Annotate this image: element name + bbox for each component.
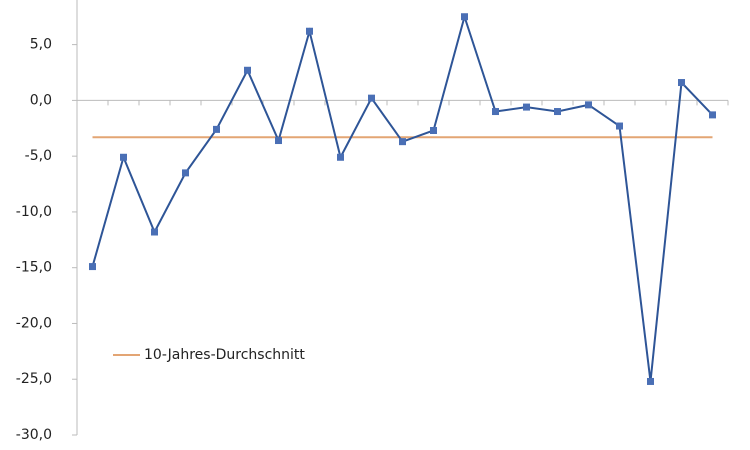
y-tick-label: -25,0 [16, 371, 52, 387]
series-line [91, 13, 714, 382]
data-point [647, 377, 654, 385]
data-point [120, 153, 127, 161]
data-point [430, 127, 437, 134]
data-point [337, 153, 344, 161]
data-point [461, 13, 468, 21]
data-point [616, 122, 623, 130]
data-point [306, 27, 313, 35]
data-point [182, 169, 189, 177]
y-tick-label: -10,0 [16, 204, 52, 220]
data-point [399, 138, 406, 146]
y-tick-label: -15,0 [16, 260, 52, 276]
y-tick-label: -5,0 [25, 148, 52, 164]
data-point [585, 101, 592, 109]
legend-label: 10-Jahres-Durchschnitt [144, 347, 305, 363]
y-tick-label: 5,0 [30, 37, 52, 53]
data-point [368, 94, 375, 102]
y-tick-label: -30,0 [16, 427, 52, 443]
data-point [151, 228, 158, 236]
data-point [89, 263, 96, 271]
data-point [275, 137, 282, 145]
data-point [492, 108, 499, 116]
data-point [244, 66, 251, 74]
data-point [213, 125, 220, 133]
y-tick-label: -20,0 [16, 315, 52, 331]
data-point [554, 108, 561, 116]
data-point [523, 103, 530, 111]
data-point [709, 111, 716, 119]
y-tick-label: 0,0 [30, 92, 52, 108]
data-point [678, 79, 685, 87]
